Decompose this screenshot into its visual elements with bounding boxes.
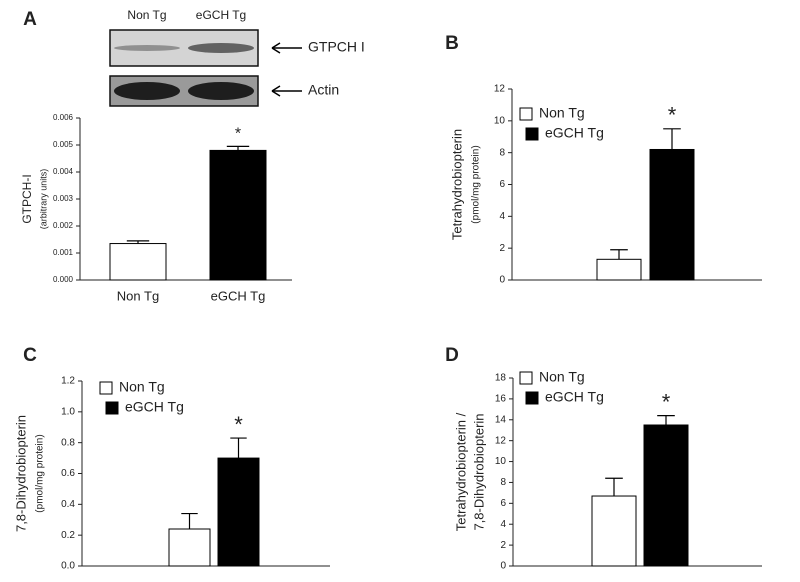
y-tick-label: 0 bbox=[499, 275, 505, 286]
bar bbox=[591, 495, 637, 567]
y-axis-label: 7,8-Dihydrobiopterin bbox=[471, 413, 486, 530]
legend-swatch bbox=[105, 401, 119, 415]
y-tick-label: 12 bbox=[494, 84, 506, 95]
legend-swatch bbox=[519, 371, 533, 385]
y-tick-label: 0.8 bbox=[61, 437, 75, 448]
blot-band-label: Actin bbox=[308, 82, 339, 98]
x-tick-label: eGCH Tg bbox=[211, 288, 266, 303]
y-tick-label: 8 bbox=[500, 477, 506, 488]
blot-band bbox=[114, 82, 180, 100]
y-axis-label: (pmol/mg protein) bbox=[471, 145, 482, 223]
y-tick-label: 10 bbox=[494, 115, 506, 126]
y-tick-label: 10 bbox=[495, 456, 507, 467]
annotation: * bbox=[234, 412, 243, 437]
y-tick-label: 0.6 bbox=[61, 468, 75, 479]
blot-arrowhead bbox=[271, 42, 281, 54]
bar bbox=[649, 148, 695, 281]
y-tick-label: 4 bbox=[499, 211, 505, 222]
y-tick-label: 0.003 bbox=[53, 194, 74, 203]
panel-letter: C bbox=[23, 345, 37, 366]
bar bbox=[596, 258, 642, 281]
bar bbox=[217, 457, 260, 567]
y-axis-label: Tetrahydrobiopterin / bbox=[453, 412, 468, 531]
bar bbox=[643, 424, 689, 567]
bar bbox=[109, 243, 167, 281]
y-tick-label: 0.2 bbox=[61, 530, 75, 541]
y-tick-label: 0.005 bbox=[53, 140, 74, 149]
blot-band bbox=[188, 43, 254, 53]
y-tick-label: 0.4 bbox=[61, 499, 75, 510]
y-tick-label: 4 bbox=[500, 519, 506, 530]
y-tick-label: 0.000 bbox=[53, 275, 74, 284]
y-axis-label: 7,8-Dihydrobiopterin bbox=[13, 415, 28, 532]
y-tick-label: 0.0 bbox=[61, 561, 75, 572]
y-tick-label: 12 bbox=[495, 435, 507, 446]
y-tick-label: 0.002 bbox=[53, 221, 74, 230]
blot-band-label: GTPCH I bbox=[308, 39, 365, 55]
legend-label: Non Tg bbox=[539, 105, 585, 121]
y-tick-label: 1.2 bbox=[61, 376, 75, 387]
y-tick-label: 16 bbox=[495, 394, 507, 405]
x-tick-label: Non Tg bbox=[117, 288, 159, 303]
annotation: * bbox=[668, 103, 677, 128]
blot-arrowhead bbox=[271, 85, 281, 97]
y-tick-label: 6 bbox=[500, 498, 506, 509]
y-tick-label: 6 bbox=[499, 179, 505, 190]
legend-label: eGCH Tg bbox=[545, 125, 604, 141]
bar bbox=[168, 528, 211, 567]
annotation: * bbox=[235, 126, 241, 143]
y-tick-label: 0.006 bbox=[53, 113, 74, 122]
annotation: * bbox=[662, 389, 671, 414]
panel-letter: B bbox=[445, 33, 459, 54]
panel-letter: A bbox=[23, 9, 37, 30]
y-axis-label: (pmol/mg protein) bbox=[35, 434, 46, 512]
blot-band bbox=[114, 45, 180, 51]
legend-swatch bbox=[99, 381, 113, 395]
legend-swatch bbox=[525, 391, 539, 405]
y-axis-label: GTPCH-I bbox=[20, 174, 34, 223]
legend-swatch bbox=[519, 107, 533, 121]
y-tick-label: 2 bbox=[499, 243, 505, 254]
y-tick-label: 14 bbox=[495, 414, 507, 425]
blot-lane-label: eGCH Tg bbox=[196, 8, 246, 22]
y-tick-label: 18 bbox=[495, 373, 507, 384]
y-axis-label: Tetrahydrobiopterin bbox=[449, 129, 464, 240]
y-tick-label: 8 bbox=[499, 147, 505, 158]
y-tick-label: 0.001 bbox=[53, 248, 74, 257]
y-tick-label: 2 bbox=[500, 540, 506, 551]
y-tick-label: 1.0 bbox=[61, 406, 75, 417]
legend-swatch bbox=[525, 127, 539, 141]
y-axis-label: (arbitrary units) bbox=[38, 169, 48, 230]
blot-band bbox=[188, 82, 254, 100]
blot-lane-label: Non Tg bbox=[127, 8, 166, 22]
legend-label: eGCH Tg bbox=[545, 389, 604, 405]
y-tick-label: 0.004 bbox=[53, 167, 74, 176]
bar bbox=[209, 149, 267, 281]
legend-label: eGCH Tg bbox=[125, 399, 184, 415]
panel-letter: D bbox=[445, 345, 459, 366]
legend-label: Non Tg bbox=[539, 369, 585, 385]
y-tick-label: 0 bbox=[500, 561, 506, 572]
legend-label: Non Tg bbox=[119, 379, 165, 395]
